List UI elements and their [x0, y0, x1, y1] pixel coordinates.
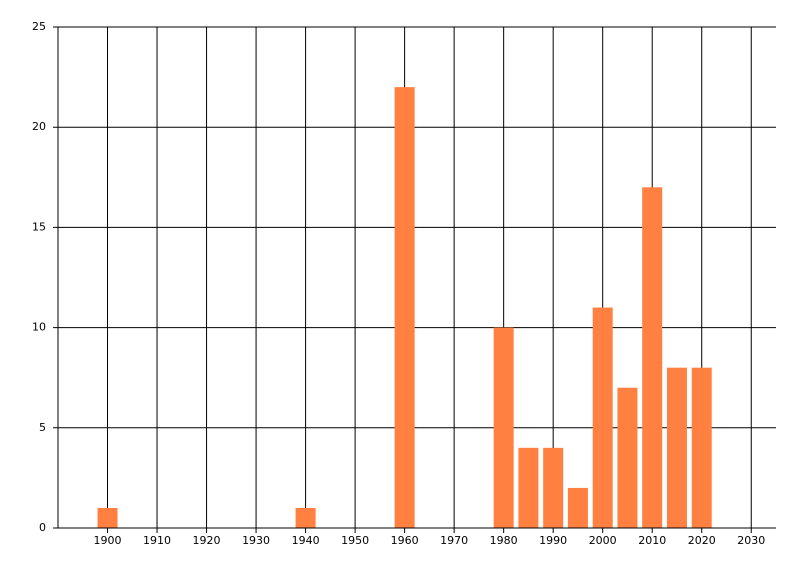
x-tick-label: 1900	[94, 534, 122, 547]
bar	[691, 367, 712, 528]
x-tick-label: 2000	[589, 534, 617, 547]
x-tick-label: 1960	[391, 534, 419, 547]
y-tick-label: 15	[32, 220, 46, 233]
bar	[518, 447, 539, 528]
bar	[295, 507, 316, 528]
x-tick-label: 2030	[737, 534, 765, 547]
x-tick-label: 1910	[143, 534, 171, 547]
x-tick-label: 1980	[490, 534, 518, 547]
bar	[543, 447, 564, 528]
bar	[642, 187, 663, 528]
y-tick-label: 10	[32, 321, 46, 334]
x-tick-label: 1990	[539, 534, 567, 547]
x-tick-label: 1930	[242, 534, 270, 547]
bar	[666, 367, 687, 528]
bar	[592, 307, 613, 528]
bar	[394, 87, 415, 529]
x-tick-label: 1970	[440, 534, 468, 547]
y-tick-label: 25	[32, 20, 46, 33]
bar	[617, 387, 638, 528]
x-tick-label: 1950	[341, 534, 369, 547]
y-tick-label: 5	[39, 421, 46, 434]
bar	[97, 507, 118, 528]
bar	[567, 487, 588, 528]
x-tick-label: 1920	[193, 534, 221, 547]
bar	[493, 327, 514, 528]
x-tick-label: 2010	[638, 534, 666, 547]
y-tick-label: 0	[39, 521, 46, 534]
y-tick-label: 20	[32, 120, 46, 133]
x-tick-label: 1940	[292, 534, 320, 547]
x-tick-label: 2020	[688, 534, 716, 547]
